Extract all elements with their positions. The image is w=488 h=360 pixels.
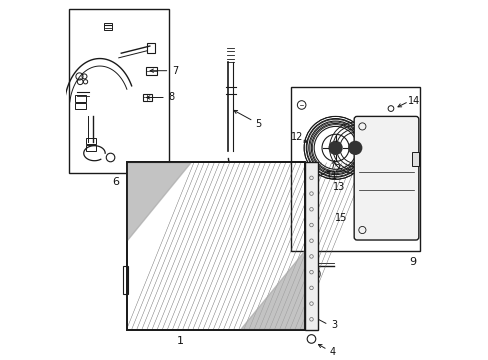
- Text: 15: 15: [334, 212, 346, 222]
- Bar: [147, 43, 155, 53]
- Text: 8: 8: [168, 93, 174, 103]
- Text: 11: 11: [325, 171, 338, 181]
- Text: 4: 4: [329, 347, 335, 357]
- Bar: [411, 152, 418, 166]
- Bar: [75, 95, 86, 102]
- Bar: [142, 94, 152, 102]
- Circle shape: [328, 141, 342, 155]
- Bar: [305, 162, 317, 330]
- Bar: [85, 138, 95, 144]
- Text: 7: 7: [171, 66, 178, 76]
- Polygon shape: [127, 163, 190, 241]
- Text: 5: 5: [255, 118, 262, 129]
- Circle shape: [347, 141, 362, 155]
- Text: 6: 6: [112, 177, 119, 187]
- Text: 1: 1: [176, 336, 183, 346]
- Bar: [69, 9, 169, 173]
- Bar: [75, 103, 86, 109]
- Bar: [126, 162, 305, 330]
- Bar: [104, 23, 112, 30]
- Text: 3: 3: [330, 320, 337, 330]
- Text: 13: 13: [332, 182, 345, 192]
- Text: 2: 2: [334, 164, 340, 174]
- Text: 14: 14: [407, 96, 420, 106]
- Circle shape: [304, 116, 366, 179]
- Bar: [290, 87, 419, 251]
- Polygon shape: [241, 251, 304, 329]
- Bar: [85, 145, 95, 151]
- FancyBboxPatch shape: [353, 116, 418, 240]
- Bar: [126, 162, 305, 330]
- Bar: [123, 266, 128, 294]
- Text: 12: 12: [290, 132, 303, 142]
- Text: 9: 9: [408, 257, 415, 267]
- Text: 10: 10: [309, 270, 322, 280]
- Bar: [146, 67, 157, 75]
